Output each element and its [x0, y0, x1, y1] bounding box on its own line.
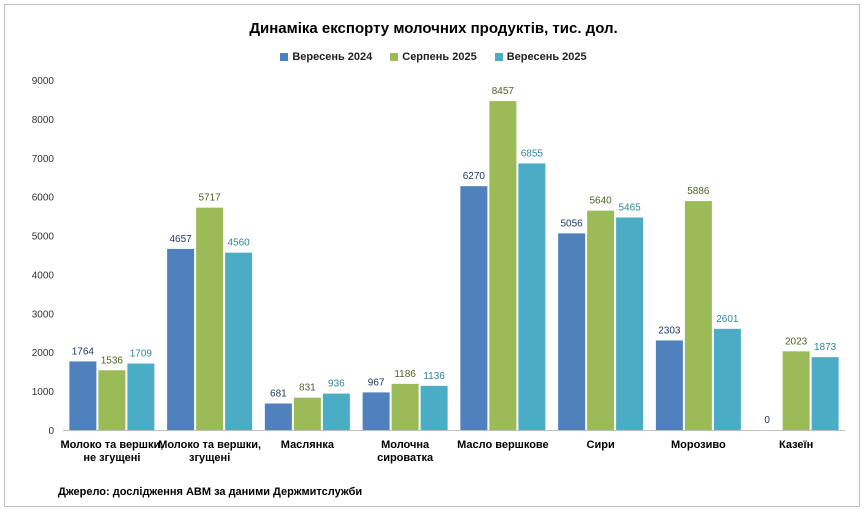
data-label: 1536 [101, 355, 124, 366]
data-label: 4657 [170, 234, 193, 245]
bar [460, 186, 488, 430]
legend-item: Вересень 2024 [280, 51, 372, 63]
y-tick-label: 3000 [32, 309, 55, 320]
chart-title: Динаміка експорту молочних продуктів, ти… [249, 20, 618, 37]
data-label: 936 [328, 379, 345, 390]
legend-swatch [390, 53, 399, 61]
bar [811, 357, 839, 430]
bar [391, 383, 419, 430]
bar [322, 393, 350, 430]
bar [167, 248, 195, 430]
legend-label: Серпень 2025 [402, 51, 477, 63]
legend-label: Вересень 2025 [506, 51, 587, 63]
bar [362, 392, 390, 430]
data-label: 5056 [561, 218, 584, 229]
bar [293, 397, 321, 430]
bar [98, 370, 126, 430]
data-label: 831 [299, 383, 316, 394]
bar [684, 201, 712, 430]
legend-swatch [494, 53, 503, 61]
x-tick-label: не згущені [83, 452, 140, 464]
legend-swatch [280, 53, 289, 61]
y-tick-label: 5000 [32, 232, 55, 243]
data-label: 1186 [394, 369, 416, 380]
data-label: 1136 [423, 371, 445, 382]
data-label: 2303 [658, 325, 681, 336]
bar [518, 163, 546, 430]
y-tick-label: 4000 [32, 270, 55, 281]
chart-frame [4, 4, 860, 507]
x-tick-label: згущені [189, 452, 230, 464]
data-label: 2601 [716, 314, 739, 325]
bar [587, 210, 615, 430]
y-tick-label: 8000 [32, 115, 55, 126]
bar [225, 252, 253, 430]
data-label: 5640 [590, 196, 613, 207]
x-tick-label: Молоко та вершки, [158, 439, 261, 451]
bar [127, 363, 155, 430]
bar [489, 101, 517, 430]
data-label: 6270 [463, 171, 486, 182]
x-tick-label: Молочна [381, 439, 430, 451]
legend-item: Вересень 2025 [494, 51, 587, 63]
bar [558, 233, 586, 430]
data-label: 8457 [492, 86, 515, 97]
legend-item: Серпень 2025 [390, 51, 477, 63]
bar [196, 207, 224, 430]
data-label: 1873 [814, 342, 837, 353]
data-label: 1764 [72, 346, 95, 357]
y-tick-label: 1000 [32, 387, 55, 398]
x-tick-label: Казеїн [779, 439, 813, 451]
bar [69, 361, 97, 430]
data-label: 6855 [521, 148, 544, 159]
data-label: 5886 [687, 186, 710, 197]
bar [713, 328, 741, 430]
x-tick-label: сироватка [377, 452, 434, 464]
source-note: Джерело: дослідження АВМ за даними Держм… [58, 486, 363, 498]
data-label: 2023 [785, 336, 808, 347]
data-label: 967 [368, 377, 385, 388]
data-label: 5717 [199, 193, 222, 204]
data-label: 681 [270, 389, 287, 400]
data-label: 0 [764, 415, 770, 426]
bar [782, 351, 810, 430]
x-tick-label: Морозиво [671, 439, 726, 451]
y-tick-label: 7000 [32, 154, 55, 165]
x-tick-label: Масло вершкове [457, 439, 549, 451]
legend-label: Вересень 2024 [292, 51, 373, 63]
x-tick-label: Маслянка [281, 439, 335, 451]
x-tick-label: Молоко та вершки, [60, 439, 163, 451]
legend: Вересень 2024 Серпень 2025 Вересень 2025 [0, 51, 867, 63]
bar [616, 217, 644, 430]
y-tick-label: 0 [48, 426, 54, 437]
bar [655, 340, 683, 430]
data-label: 4560 [228, 238, 251, 249]
y-tick-label: 9000 [32, 76, 55, 87]
bar [420, 385, 448, 430]
y-tick-label: 6000 [32, 193, 55, 204]
data-label: 5465 [619, 202, 642, 213]
data-label: 1709 [130, 349, 153, 360]
x-tick-label: Сири [587, 439, 615, 451]
bar [264, 403, 292, 430]
y-tick-label: 2000 [32, 348, 55, 359]
